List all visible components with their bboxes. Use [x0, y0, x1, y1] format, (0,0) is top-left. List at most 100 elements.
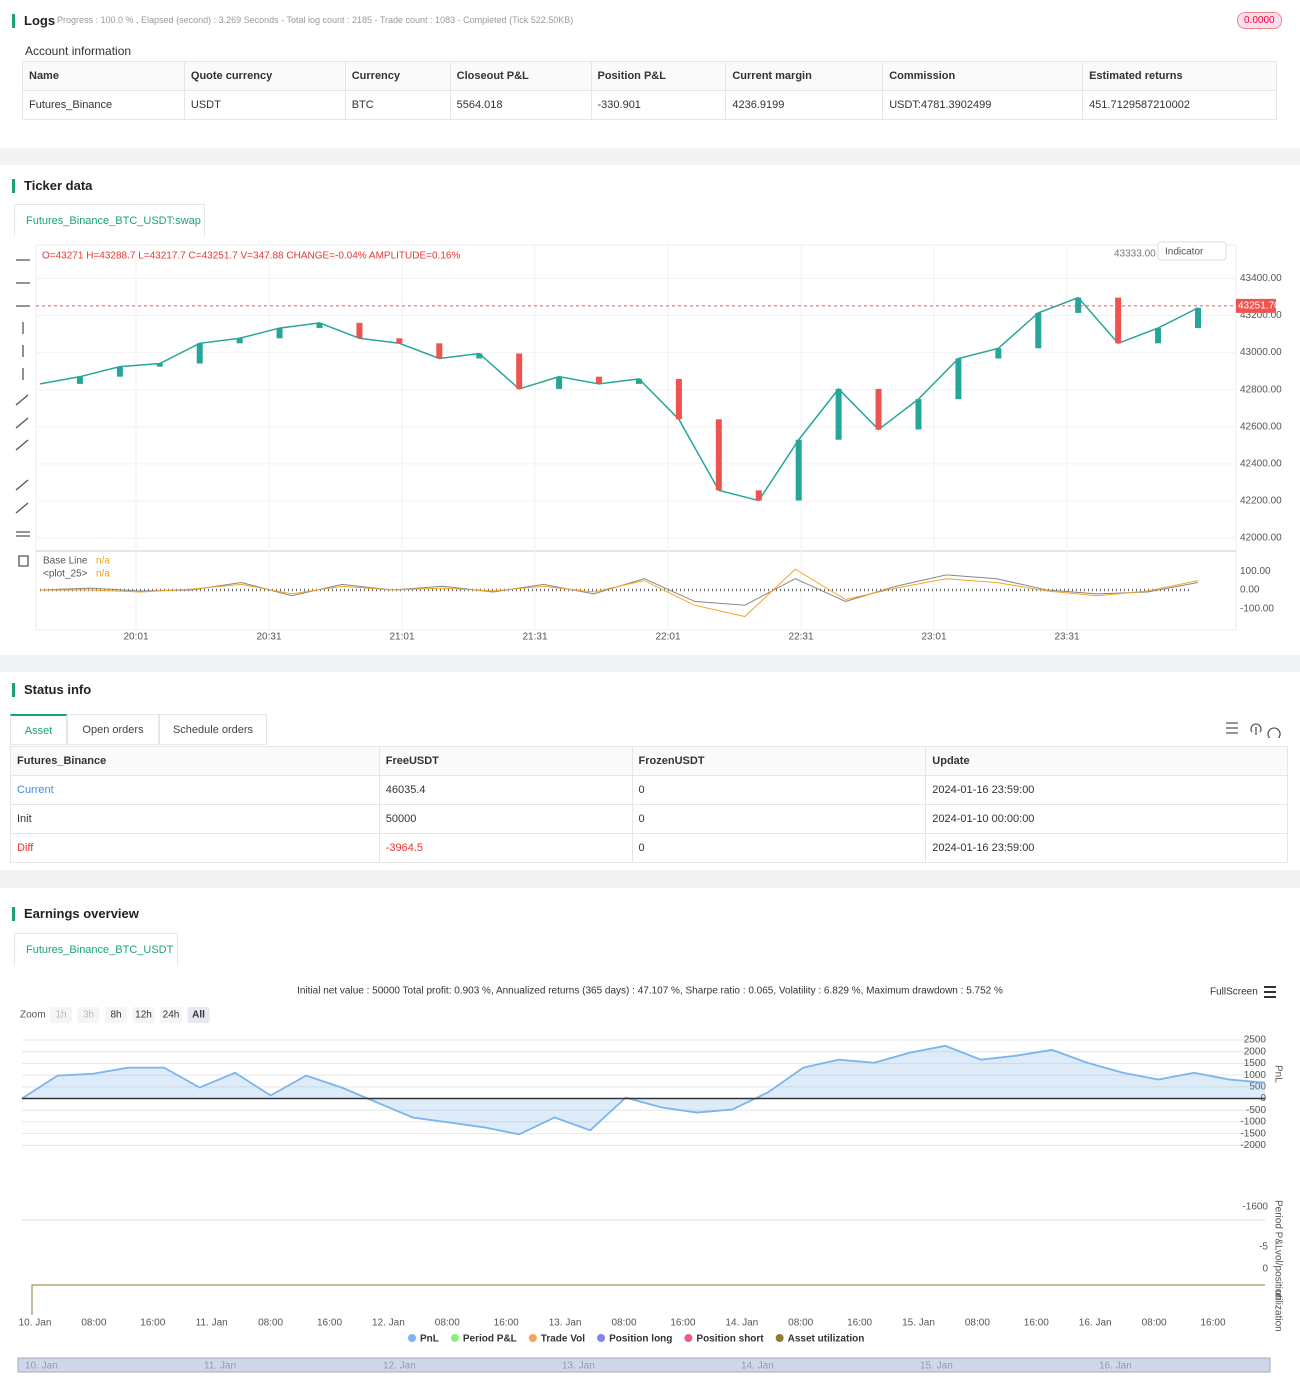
- axis-label: Period P&L: [1272, 1200, 1283, 1251]
- legend-marker: [684, 1334, 693, 1342]
- navigator-label: 10. Jan: [25, 1361, 58, 1372]
- candle: [1075, 297, 1082, 313]
- y-tick-label: -100.00: [1240, 604, 1274, 615]
- zoom-button-bg: [187, 1007, 210, 1023]
- cell: 2024-01-16 23:59:00: [925, 833, 1288, 863]
- header-cell: Name: [22, 61, 185, 91]
- y-tick-label: -5: [1259, 1242, 1268, 1253]
- legend-item[interactable]: Trade Vol: [541, 1334, 585, 1345]
- header-row: Futures_Binance FreeUSDT FrozenUSDT Update: [10, 746, 1288, 776]
- high-label: 43333.00: [1114, 249, 1156, 260]
- x-tick-label: 08:00: [258, 1318, 283, 1329]
- zoom-label: Zoom: [20, 1010, 46, 1021]
- candle: [635, 378, 642, 384]
- candle: [276, 328, 283, 339]
- ohlc: O=43271 H=43288.7 L=43217.7 C=43251.7 V=…: [42, 251, 460, 262]
- x-tick-label: 16. Jan: [1079, 1318, 1112, 1329]
- candle: [596, 376, 603, 384]
- last-price-label: 43251.70: [1238, 301, 1280, 312]
- cell: 0: [631, 833, 927, 863]
- header-cell: FrozenUSDT: [631, 746, 927, 776]
- candle: [795, 439, 802, 501]
- cell: Current: [10, 775, 380, 805]
- tab[interactable]: Asset: [10, 714, 67, 745]
- y-tick-label: 500: [1249, 1081, 1266, 1092]
- candle: [436, 343, 443, 359]
- tab[interactable]: Open orders: [67, 714, 159, 745]
- y-tick-label: 2500: [1244, 1035, 1267, 1046]
- candle: [116, 366, 123, 377]
- y-tick-label: 42200.00: [1240, 496, 1282, 507]
- tab[interactable]: Futures_Binance_BTC_USDT: [14, 933, 178, 965]
- logs-status: Progress : 100.0 % , Elapsed (second) : …: [57, 15, 574, 25]
- fullscreen[interactable]: FullScreen: [1210, 987, 1258, 998]
- indicator-label: Indicator: [1165, 247, 1204, 258]
- axis-label: PnL: [1272, 1065, 1283, 1083]
- x-tick-label: 16:00: [847, 1318, 872, 1329]
- x-tick-label: 12. Jan: [372, 1318, 405, 1329]
- axis-label: utilization: [1272, 1290, 1283, 1332]
- cell: 4236.9199: [725, 90, 884, 120]
- legend-item[interactable]: Position short: [696, 1334, 764, 1345]
- candle: [995, 348, 1002, 359]
- indicator-button[interactable]: [1157, 241, 1227, 261]
- legend-item[interactable]: Asset utilization: [788, 1334, 865, 1345]
- zoom-button-bg: [50, 1007, 72, 1023]
- zoom-button[interactable]: 8h: [110, 1010, 121, 1021]
- legend-marker: [597, 1334, 606, 1342]
- x-tick-label: 13. Jan: [549, 1318, 582, 1329]
- candle: [1035, 312, 1042, 349]
- navigator-label: 13. Jan: [562, 1361, 595, 1372]
- tab[interactable]: Schedule orders: [159, 714, 267, 745]
- candle: [755, 490, 762, 501]
- status-panel: Status info Futures_Binance FreeUSDT Froze…: [0, 672, 1300, 870]
- x-tick-label: 16:00: [670, 1318, 695, 1329]
- zoom-button[interactable]: 24h: [163, 1010, 180, 1021]
- navigator-label: 11. Jan: [204, 1361, 236, 1372]
- cell: -330.901: [590, 90, 727, 120]
- candle: [76, 376, 83, 384]
- plot-area: [35, 244, 1237, 631]
- table: Name Quote currency Currency Closeout P&L Po…: [22, 61, 1277, 120]
- cell: USDT: [183, 90, 346, 120]
- header-cell: Update: [925, 746, 1288, 776]
- candle: [955, 358, 962, 400]
- y-tick-label: 43000.00: [1240, 347, 1282, 358]
- x-tick-label: 16:00: [317, 1318, 342, 1329]
- earnings-chart: Initial net value : 50000 Total profit: …: [17, 986, 1283, 1373]
- zoom-button[interactable]: 12h: [135, 1010, 152, 1021]
- legend-item[interactable]: Period P&L: [463, 1334, 517, 1345]
- x-tick-label: 10. Jan: [19, 1318, 52, 1329]
- legend-marker: [775, 1334, 784, 1342]
- legend-marker: [450, 1334, 459, 1342]
- candle: [396, 338, 403, 344]
- cell: 5564.018: [449, 90, 592, 120]
- cell: -3964.5: [378, 833, 633, 863]
- x-tick-label: 22:31: [788, 632, 813, 643]
- zoom-button-bg: [77, 1007, 100, 1023]
- toolbar: [15, 259, 30, 567]
- navigator-label: 12. Jan: [383, 1361, 416, 1372]
- legend-item[interactable]: Position long: [609, 1334, 672, 1345]
- status-title: Status info: [12, 683, 91, 697]
- y-tick-label: 1500: [1244, 1058, 1267, 1069]
- header-cell: Commission: [882, 61, 1084, 91]
- x-tick-label: 16:00: [1200, 1318, 1225, 1329]
- y-tick-label: 100.00: [1240, 566, 1271, 577]
- x-tick-label: 08:00: [965, 1318, 990, 1329]
- cell: BTC: [344, 90, 451, 120]
- x-tick-label: 21:01: [389, 632, 414, 643]
- y-tick-label: 42800.00: [1240, 384, 1282, 395]
- header-cell: Position P&L: [590, 61, 727, 91]
- row: Init 50000 0 2024-01-10 00:00:00: [10, 804, 1288, 834]
- table: Futures_Binance FreeUSDT FrozenUSDT Update C…: [10, 746, 1288, 863]
- zoom-button[interactable]: All: [192, 1010, 205, 1021]
- header-cell: Quote currency: [183, 61, 346, 91]
- zoom-button[interactable]: 1h: [55, 1010, 66, 1021]
- tab[interactable]: Futures_Binance_BTC_USDT:swap: [14, 204, 205, 236]
- axis-frame: [31, 1284, 1265, 1315]
- legend-item[interactable]: PnL: [420, 1334, 439, 1345]
- zoom-button[interactable]: 3h: [83, 1010, 94, 1021]
- cell: 0: [631, 775, 927, 805]
- x-tick-label: 16:00: [140, 1318, 165, 1329]
